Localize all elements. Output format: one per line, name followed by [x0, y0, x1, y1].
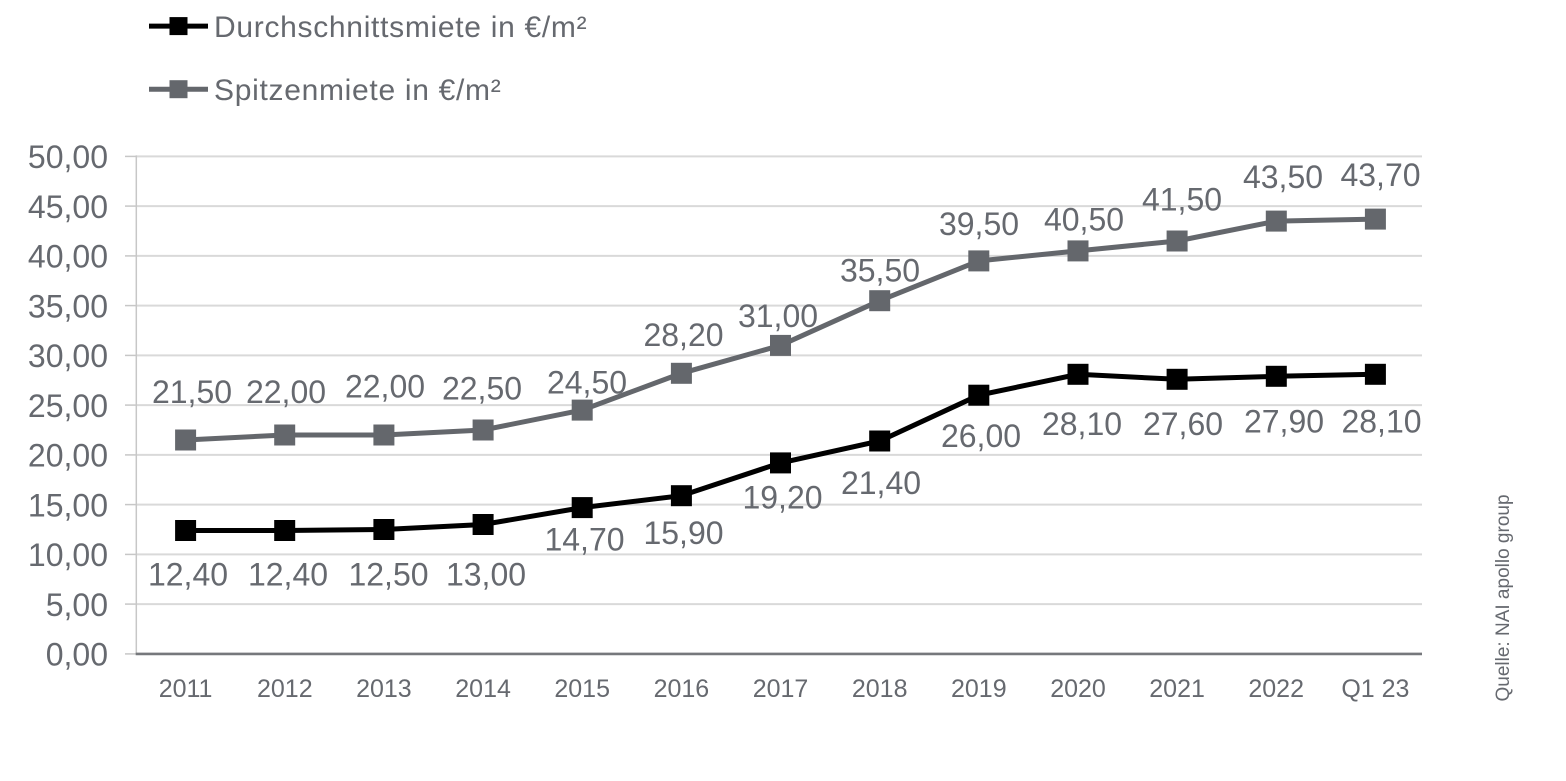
svg-text:2012: 2012 [257, 675, 313, 703]
svg-text:2011: 2011 [159, 675, 213, 703]
svg-text:10,00: 10,00 [28, 537, 108, 573]
svg-text:15,90: 15,90 [643, 515, 723, 551]
svg-text:12,50: 12,50 [348, 557, 428, 593]
svg-text:0,00: 0,00 [46, 637, 108, 673]
svg-text:28,10: 28,10 [1341, 404, 1421, 440]
svg-text:26,00: 26,00 [941, 418, 1021, 454]
svg-text:12,40: 12,40 [148, 557, 228, 593]
svg-text:13,00: 13,00 [446, 557, 526, 593]
svg-text:39,50: 39,50 [939, 206, 1019, 242]
svg-text:2019: 2019 [951, 675, 1007, 703]
svg-text:19,20: 19,20 [742, 480, 822, 516]
svg-text:2017: 2017 [753, 675, 809, 703]
svg-text:35,50: 35,50 [840, 253, 920, 289]
svg-text:2022: 2022 [1248, 675, 1304, 703]
svg-text:22,50: 22,50 [442, 371, 522, 407]
svg-text:40,00: 40,00 [28, 239, 108, 275]
svg-text:Durchschnittsmiete in €/m²: Durchschnittsmiete in €/m² [214, 11, 587, 44]
svg-text:45,00: 45,00 [28, 189, 108, 225]
svg-text:Spitzenmiete in €/m²: Spitzenmiete in €/m² [214, 74, 501, 107]
svg-text:43,50: 43,50 [1243, 159, 1323, 195]
svg-text:21,40: 21,40 [841, 465, 921, 501]
svg-text:31,00: 31,00 [738, 298, 818, 334]
svg-text:15,00: 15,00 [28, 487, 108, 523]
svg-text:Q1 23: Q1 23 [1341, 675, 1409, 703]
svg-text:30,00: 30,00 [28, 338, 108, 374]
svg-text:2018: 2018 [852, 675, 908, 703]
svg-text:40,50: 40,50 [1044, 202, 1124, 238]
svg-text:27,90: 27,90 [1244, 404, 1324, 440]
svg-text:43,70: 43,70 [1340, 157, 1420, 193]
svg-text:2021: 2021 [1149, 675, 1205, 703]
svg-text:12,40: 12,40 [248, 557, 328, 593]
svg-text:35,00: 35,00 [28, 288, 108, 324]
svg-text:28,20: 28,20 [643, 317, 723, 353]
svg-text:50,00: 50,00 [28, 139, 108, 175]
svg-text:21,50: 21,50 [152, 374, 232, 410]
svg-text:27,60: 27,60 [1143, 406, 1223, 442]
svg-text:25,00: 25,00 [28, 388, 108, 424]
svg-text:2020: 2020 [1050, 675, 1106, 703]
svg-text:14,70: 14,70 [544, 522, 624, 558]
svg-text:5,00: 5,00 [46, 587, 108, 623]
svg-text:41,50: 41,50 [1142, 182, 1222, 218]
svg-text:2013: 2013 [356, 675, 412, 703]
svg-text:2015: 2015 [554, 675, 610, 703]
svg-text:24,50: 24,50 [547, 365, 627, 401]
svg-text:20,00: 20,00 [28, 438, 108, 474]
svg-text:Quelle: NAI apollo group: Quelle: NAI apollo group [1493, 494, 1514, 701]
svg-text:28,10: 28,10 [1042, 406, 1122, 442]
svg-text:2014: 2014 [455, 675, 511, 703]
svg-text:22,00: 22,00 [345, 369, 425, 405]
svg-text:22,00: 22,00 [246, 374, 326, 410]
svg-text:2016: 2016 [654, 675, 710, 703]
